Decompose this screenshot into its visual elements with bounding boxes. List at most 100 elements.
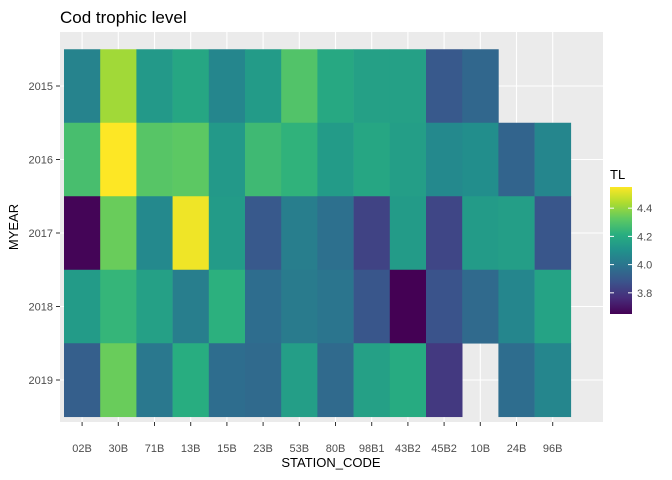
heatmap-cell [208,343,246,418]
heatmap-cell [281,269,318,344]
heatmap-cell [64,343,101,418]
heatmap-cell [245,343,282,418]
y-tick-label: 2015 [29,81,53,93]
heatmap-cell [172,49,210,124]
y-tick-label: 2018 [29,302,53,314]
y-axis: 2015 2016 2017 2018 2019 [29,81,60,387]
x-tick-label: 71B [145,443,165,455]
heatmap-cell [317,122,354,197]
heatmap-cell [389,122,427,197]
heatmap-cell [426,343,463,418]
heatmap-cell [172,196,210,271]
heatmap-cell [426,269,463,344]
x-tick-label: 10B [471,443,491,455]
heatmap-cell [426,196,463,271]
heatmap-cell [208,122,246,197]
heatmap-cell [534,269,572,344]
heatmap-cell [64,49,101,124]
heatmap-cell [498,269,535,344]
heatmap-cell [100,343,137,418]
heatmap-cell [64,269,101,344]
heatmap-cell [534,196,572,271]
x-tick-label: 45B2 [431,443,457,455]
heatmap-cell [462,196,499,271]
heatmap-cell [498,122,535,197]
heatmap-cell [317,269,354,344]
heatmap-cell [245,269,282,344]
heatmap-cell [208,269,246,344]
heatmap-cell [498,343,535,418]
heatmap-cell [245,49,282,124]
heatmap-cell [245,122,282,197]
x-tick-label: 96B [543,443,563,455]
heatmap-cell [462,269,499,344]
legend-tick-label: 4.4 [637,203,652,215]
heatmap-cell [426,122,463,197]
legend-title: TL [610,167,625,182]
heatmap-cell [136,269,173,344]
heatmap-cell [534,343,572,418]
heatmap-cell [281,196,318,271]
y-axis-label: MYEAR [6,204,21,250]
heatmap-cell [172,343,210,418]
heatmap-cell [353,269,391,344]
x-tick-label: 15B [217,443,237,455]
heatmap-cell [498,196,535,271]
y-tick-label: 2019 [29,375,53,387]
heatmap-cell [317,49,354,124]
heatmap-cell [389,49,427,124]
heatmap-cell [426,49,463,124]
heatmap-cell [136,122,173,197]
heatmap-cell [245,196,282,271]
legend-tick-label: 4.2 [637,231,652,243]
x-tick-label: 30B [109,443,129,455]
heatmap-cell [317,196,354,271]
legend: TL 3.8 4.0 4.2 4.4 [610,167,652,314]
x-axis: 02B 30B 71B 13B 15B 23B 53B 80B 98B1 43B2 45B2 10B 2… [72,422,562,455]
heatmap-cell [136,49,173,124]
x-axis-label: STATION_CODE [281,455,381,470]
heatmap-cell [389,343,427,418]
heatmap-cell [208,49,246,124]
chart-title: Cod trophic level [60,8,187,27]
y-tick-label: 2016 [29,155,53,167]
heatmap-cell [100,122,137,197]
x-tick-label: 02B [72,443,92,455]
heatmap-cell [281,122,318,197]
heatmap-cell [462,122,499,197]
heatmap-cell [389,269,427,344]
heatmap-cell [172,269,210,344]
legend-ticks: 3.8 4.0 4.2 4.4 [610,203,652,300]
x-tick-label: 43B2 [395,443,421,455]
x-tick-label: 98B1 [359,443,385,455]
heatmap-cell [317,343,354,418]
heatmap-cells [64,49,572,418]
heatmap-cell [172,122,210,197]
y-tick-label: 2017 [29,228,53,240]
legend-tick-label: 3.8 [637,288,652,300]
heatmap-cell [100,49,137,124]
heatmap-cell [208,196,246,271]
heatmap-cell [534,122,572,197]
legend-colorbar [610,187,632,314]
legend-tick-label: 4.0 [637,260,652,272]
heatmap-cell [353,49,391,124]
heatmap-cell [462,49,499,124]
heatmap-cell [136,196,173,271]
heatmap-cell [100,196,137,271]
heatmap-cell [281,343,318,418]
x-tick-label: 80B [326,443,346,455]
x-tick-label: 23B [253,443,273,455]
heatmap-cell [389,196,427,271]
heatmap-cell [136,343,173,418]
heatmap-cell [64,122,101,197]
heatmap-cell [281,49,318,124]
heatmap-cell [100,269,137,344]
heatmap-cell [353,196,391,271]
heatmap-cell [353,122,391,197]
heatmap-cell [64,196,101,271]
x-tick-label: 53B [290,443,310,455]
heatmap-cell [353,343,391,418]
x-tick-label: 24B [507,443,527,455]
